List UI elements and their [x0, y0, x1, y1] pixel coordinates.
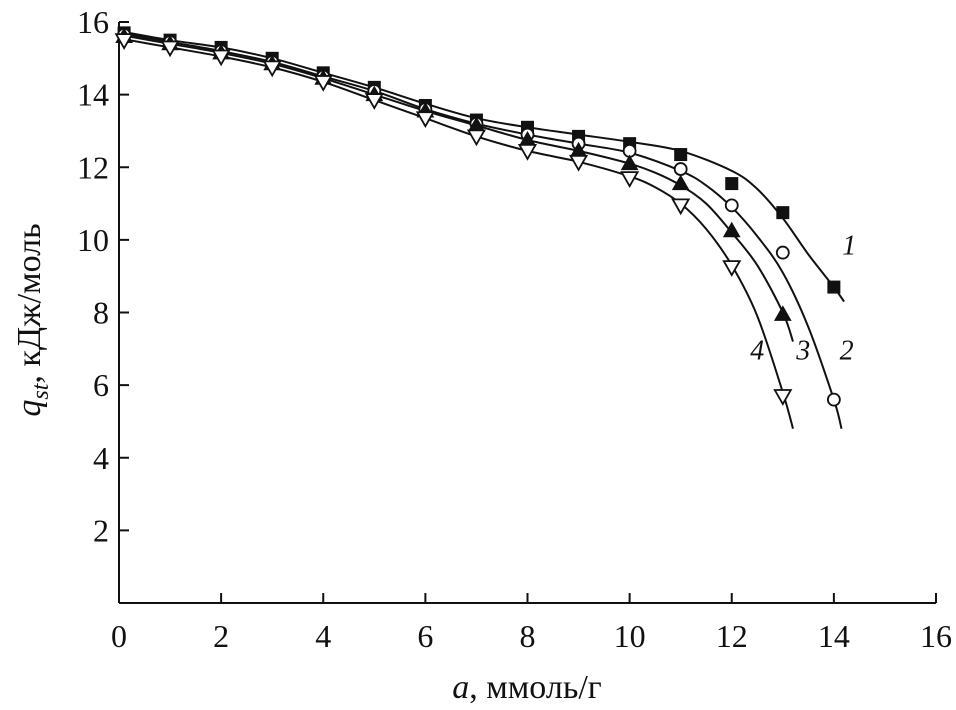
series-3-point [620, 154, 639, 171]
series-4-point [773, 389, 793, 406]
series-1-point [674, 148, 688, 162]
x-tick-label: 16 [920, 618, 952, 654]
markers [114, 26, 841, 407]
y-tick-label: 16 [77, 4, 109, 40]
series-2-point [775, 245, 790, 260]
series-2-point [826, 392, 841, 407]
series-4-point [114, 33, 134, 50]
series-4-curve [118, 37, 794, 429]
series-4-point [364, 93, 384, 110]
series-4-point [671, 198, 691, 216]
series-4-point [620, 171, 640, 188]
curve-label-4: 4 [750, 336, 764, 367]
x-tick-label: 4 [315, 618, 331, 654]
y-axis-title: qst, кДж/моль [11, 223, 54, 416]
y-tick-label: 4 [93, 440, 109, 476]
y-tick-label: 14 [77, 77, 109, 113]
series-4-point [517, 144, 538, 161]
y-axis-title-rest: , кДж/моль [11, 223, 48, 383]
series-2-point [673, 162, 688, 176]
x-tick-label: 8 [520, 618, 536, 654]
y-tick-label: 8 [93, 295, 109, 331]
x-tick-label: 2 [213, 618, 229, 654]
x-tick-label: 10 [614, 618, 646, 654]
series-2-point [724, 198, 739, 213]
curve-label-3: 3 [795, 336, 810, 367]
series-4-point [313, 75, 333, 92]
series-1-point [725, 177, 739, 191]
series-4-point [466, 129, 486, 147]
y-tick-label: 6 [93, 367, 109, 403]
y-axis-title-sub: st [28, 382, 54, 399]
x-axis-title-rest: , ммоль/г [469, 669, 602, 706]
series-4-point [160, 40, 180, 58]
curve-label-2: 2 [840, 336, 854, 367]
series-4-point [722, 260, 742, 277]
series-3-curve [118, 33, 794, 342]
series-3-point [722, 221, 741, 238]
series-4-point [262, 60, 282, 78]
x-tick-label: 12 [716, 618, 748, 654]
series-1-point [776, 206, 790, 220]
series-1-point [827, 280, 841, 294]
x-tick-label: 6 [417, 618, 433, 654]
y-tick-label: 12 [77, 149, 109, 185]
series-3-point [773, 305, 792, 321]
y-tick-label: 10 [77, 222, 109, 258]
x-tick-label: 14 [818, 618, 850, 654]
x-axis-title: a, ммоль/г [452, 669, 602, 706]
series-4-point [415, 111, 435, 129]
x-tick-label: 0 [111, 618, 127, 654]
x-axis-title-italic: a [452, 669, 469, 706]
series-4-point [211, 49, 231, 67]
series-3-point [671, 174, 690, 191]
series-4-point [569, 154, 589, 172]
y-tick-label: 2 [93, 512, 109, 548]
curve-labels: 1 234 [750, 230, 856, 366]
curve-label-1: 1 [842, 230, 856, 261]
y-axis-title-italic: q [11, 400, 48, 417]
